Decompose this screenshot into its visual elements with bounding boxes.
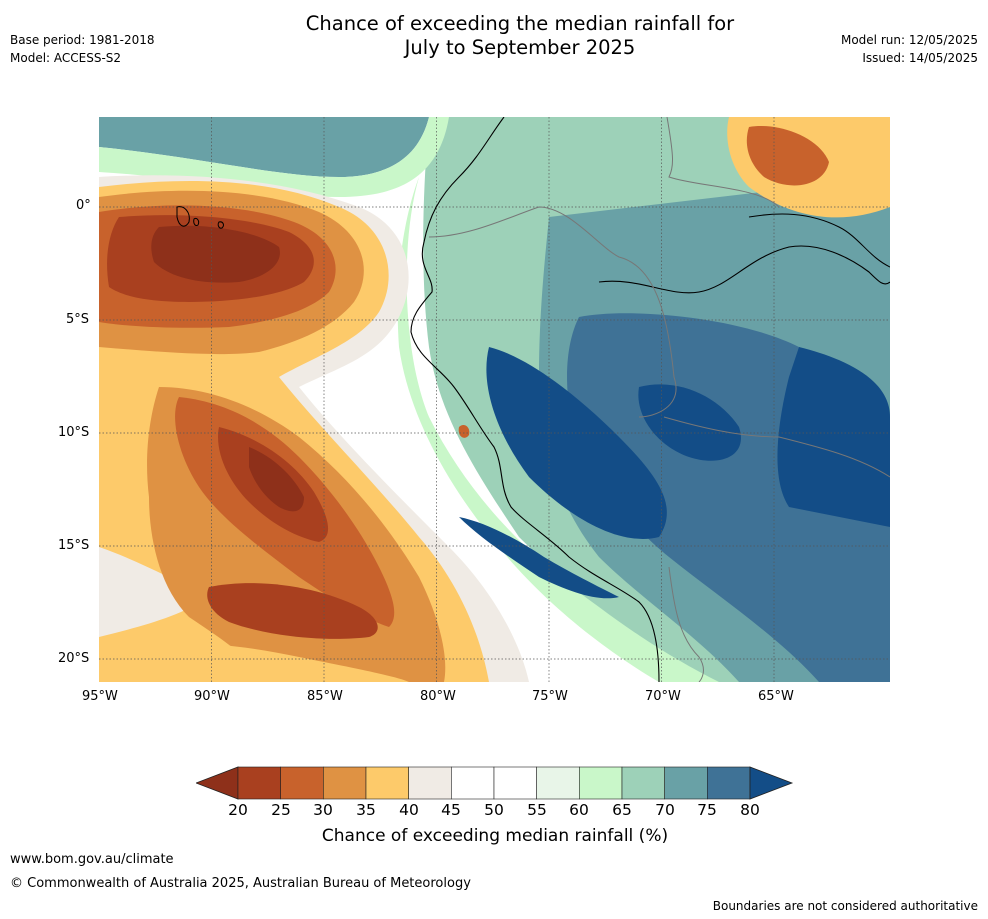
colorbar-segments xyxy=(237,766,751,800)
colorbar xyxy=(196,766,794,800)
colorbar-tick: 60 xyxy=(569,801,589,819)
lat-label-0: 0° xyxy=(76,198,91,213)
colorbar-tick: 45 xyxy=(441,801,461,819)
colorbar-segment xyxy=(365,766,409,800)
title-line-1: Chance of exceeding the median rainfall … xyxy=(305,12,735,35)
lon-label-85w: 85°W xyxy=(307,689,343,704)
field-central-dark xyxy=(486,347,667,539)
map-title: Chance of exceeding the median rainfall … xyxy=(200,12,840,60)
colorbar-low-arrow xyxy=(196,766,239,800)
colorbar-segment xyxy=(408,766,452,800)
field-sw-yellow-2 xyxy=(99,642,409,682)
field-central-dark-2 xyxy=(638,384,741,461)
copyright-text: © Commonwealth of Australia 2025, Austra… xyxy=(10,876,471,891)
colorbar-tick: 20 xyxy=(228,801,248,819)
colorbar-high-arrow xyxy=(749,766,794,800)
lat-label-20s: 20°S xyxy=(58,651,90,666)
lon-label-75w: 75°W xyxy=(532,689,568,704)
disclaimer-text: Boundaries are not considered authoritat… xyxy=(712,899,978,913)
country-borders xyxy=(428,117,890,682)
lon-label-90w: 90°W xyxy=(194,689,230,704)
field-ne-darkbrown xyxy=(746,126,829,186)
issued-text: Issued: 14/05/2025 xyxy=(862,51,978,65)
colorbar-tick: 40 xyxy=(399,801,419,819)
colorbar-segment xyxy=(664,766,708,800)
lon-label-70w: 70°W xyxy=(645,689,681,704)
coastline xyxy=(410,117,660,682)
rainfall-map xyxy=(99,117,890,682)
model-text: Model: ACCESS-S2 xyxy=(10,51,122,65)
field-sw-rust xyxy=(207,583,378,639)
metadata-right: Model run: 12/05/2025 Issued: 14/05/2025 xyxy=(841,31,978,67)
colorbar-tick: 25 xyxy=(271,801,291,819)
metadata-left: Base period: 1981-2018 Model: ACCESS-S2 xyxy=(10,31,155,67)
model-run-text: Model run: 12/05/2025 xyxy=(840,33,978,47)
colorbar-segment xyxy=(323,766,367,800)
lon-label-95w: 95°W xyxy=(82,689,118,704)
colorbar-segment xyxy=(536,766,580,800)
lat-label-5s: 5°S xyxy=(66,312,90,327)
base-period-text: Base period: 1981-2018 xyxy=(10,33,155,47)
colorbar-tick: 50 xyxy=(484,801,504,819)
field-north-teal xyxy=(99,117,429,177)
field-coast-dark xyxy=(459,517,619,599)
colorbar-segment xyxy=(237,766,281,800)
galapagos-islands xyxy=(176,206,224,229)
colorbar-tick: 75 xyxy=(697,801,717,819)
colorbar-tick: 80 xyxy=(740,801,760,819)
lat-label-10s: 10°S xyxy=(58,425,90,440)
colorbar-segment xyxy=(451,766,495,800)
field-coastal-orange xyxy=(458,424,470,438)
colorbar-segment xyxy=(280,766,324,800)
lon-label-65w: 65°W xyxy=(758,689,794,704)
upper-river xyxy=(748,213,890,268)
lat-label-15s: 15°S xyxy=(58,538,90,553)
website-link[interactable]: www.bom.gov.au/climate xyxy=(10,852,174,867)
colorbar-segment xyxy=(621,766,665,800)
colorbar-tick: 35 xyxy=(356,801,376,819)
graticule xyxy=(99,117,890,682)
field-east-dark xyxy=(777,347,890,527)
colorbar-tick: 65 xyxy=(612,801,632,819)
field-south-darkest xyxy=(249,447,304,512)
title-line-2: July to September 2025 xyxy=(404,36,636,59)
amazon-river xyxy=(598,245,890,294)
field-west-darkest xyxy=(151,225,280,283)
lon-label-80w: 80°W xyxy=(420,689,456,704)
colorbar-tick: 70 xyxy=(655,801,675,819)
colorbar-segment xyxy=(707,766,751,800)
colorbar-segment xyxy=(579,766,623,800)
colorbar-tick: 55 xyxy=(527,801,547,819)
colorbar-segment xyxy=(493,766,537,800)
rainfall-map-canvas xyxy=(99,117,890,682)
colorbar-label: Chance of exceeding median rainfall (%) xyxy=(321,826,669,846)
colorbar-tick: 30 xyxy=(313,801,333,819)
